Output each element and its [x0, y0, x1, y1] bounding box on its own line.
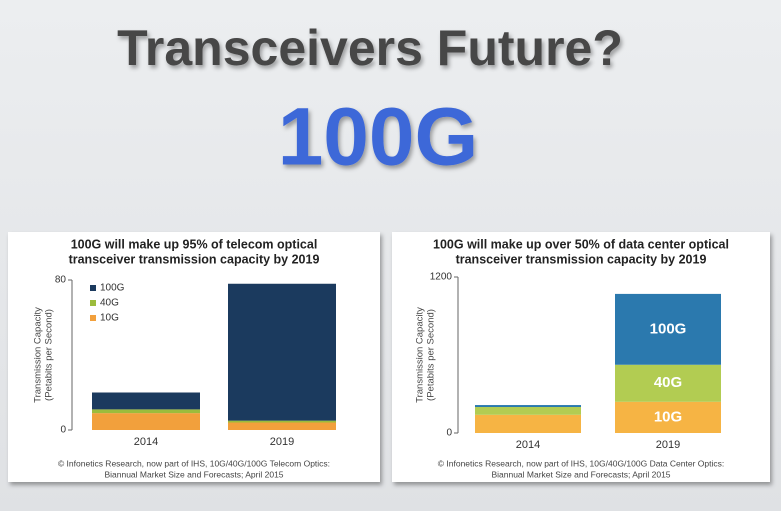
bar-segment [228, 420, 336, 423]
bar-segment [92, 409, 200, 414]
bar-segment [475, 405, 581, 407]
page-title: Transceivers Future? [117, 20, 623, 76]
bar-segment [615, 401, 721, 433]
chart-title: 100G will make up 95% of telecom optical [71, 237, 318, 251]
y-axis-label: (Petabits per Second) [426, 309, 437, 401]
x-tick-label: 2019 [656, 439, 680, 451]
bar-segment [92, 413, 200, 430]
y-tick-label: 80 [55, 275, 67, 286]
y-axis-label: Transmission Capacity [415, 307, 426, 403]
source-note: © Infonetics Research, now part of IHS, … [438, 458, 724, 468]
x-tick-label: 2014 [134, 436, 158, 448]
chart-title: 100G will make up over 50% of data cente… [433, 237, 729, 251]
bar-segment [228, 283, 336, 421]
chart-title: transceiver transmission capacity by 201… [456, 252, 707, 266]
bar-segment [615, 364, 721, 402]
y-tick-label: 1200 [430, 272, 453, 283]
legend-swatch [90, 300, 96, 306]
source-note: Biannual Market Size and Forecasts; Apri… [491, 469, 670, 479]
y-axis-label: Transmission Capacity [33, 307, 44, 403]
bar-segment [475, 407, 581, 415]
page-subtitle: 100G [278, 92, 479, 183]
bar-segment [615, 293, 721, 365]
legend-swatch [90, 315, 96, 321]
segment-label: 40G [654, 374, 682, 391]
segment-label: 10G [654, 408, 682, 425]
chart-title: transceiver transmission capacity by 201… [69, 252, 320, 266]
y-tick-label: 0 [446, 428, 452, 439]
source-note: © Infonetics Research, now part of IHS, … [58, 458, 330, 468]
x-tick-label: 2019 [270, 436, 294, 448]
bar-segment [475, 414, 581, 433]
bar-segment [92, 392, 200, 410]
y-axis-label: (Petabits per Second) [44, 309, 55, 401]
x-tick-label: 2014 [516, 439, 540, 451]
legend-label: 40G [100, 298, 119, 309]
segment-label: 100G [650, 320, 687, 337]
bar-segment [228, 422, 336, 430]
y-tick-label: 0 [60, 425, 66, 436]
legend-swatch [90, 285, 96, 291]
legend-label: 100G [100, 283, 125, 294]
legend-label: 10G [100, 313, 119, 324]
source-note: Biannual Market Size and Forecasts; Apri… [104, 469, 283, 479]
